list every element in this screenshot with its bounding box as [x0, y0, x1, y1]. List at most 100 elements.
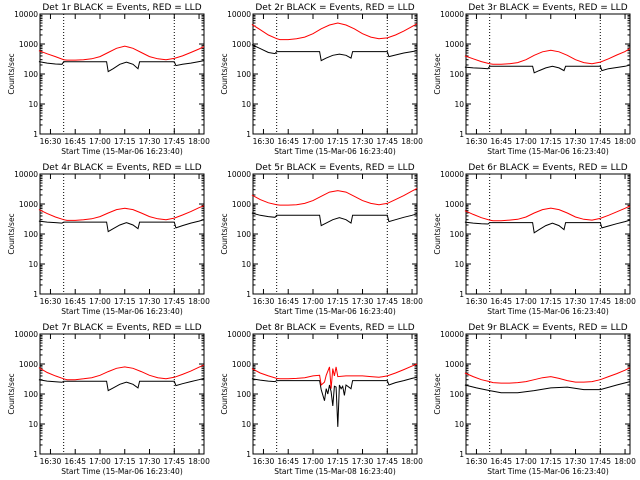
y-tick-label: 1 — [33, 450, 38, 459]
x-tick-label: 17:15 — [540, 137, 562, 146]
y-tick-label: 10 — [241, 260, 251, 269]
series-events-line — [251, 212, 418, 227]
x-tick-label: 18:00 — [401, 457, 423, 466]
y-tick-label: 100 — [24, 230, 39, 239]
x-tick-label: 17:45 — [163, 137, 185, 146]
y-tick-label: 1 — [459, 130, 464, 139]
y-tick-label: 10 — [241, 100, 251, 109]
x-tick-label: 18:00 — [401, 137, 423, 146]
y-axis-label: Counts/sec — [220, 373, 229, 414]
y-tick-label: 10000 — [14, 170, 38, 179]
detector-panel: Det 3r BLACK = Events, RED = LLD 1 10 100 10… — [433, 3, 636, 156]
y-tick-label: 1 — [246, 450, 251, 459]
x-axis-label: Start Time (15-Mar-06 16:23:40) — [61, 147, 183, 156]
x-tick-label: 17:30 — [565, 297, 587, 306]
plot-frame — [465, 13, 631, 135]
y-tick-label: 1000 — [232, 200, 251, 209]
y-tick-label: 100 — [237, 230, 252, 239]
panel-title: Det 2r BLACK = Events, RED = LLD — [255, 3, 414, 13]
x-tick-label: 16:45 — [490, 137, 512, 146]
y-tick-label: 1000 — [19, 360, 38, 369]
panel-title: Det 6r BLACK = Events, RED = LLD — [468, 163, 627, 173]
x-tick-label: 17:00 — [515, 137, 537, 146]
x-axis-label: Start Time (15-Mar-06 16:23:40) — [61, 307, 183, 316]
x-tick-label: 17:00 — [302, 297, 324, 306]
x-tick-label: 17:15 — [114, 457, 136, 466]
y-tick-label: 10000 — [14, 10, 38, 19]
y-tick-label: 1000 — [19, 200, 38, 209]
panel-title: Det 3r BLACK = Events, RED = LLD — [468, 3, 627, 13]
y-axis-label: Counts/sec — [433, 373, 442, 414]
y-tick-label: 1 — [33, 130, 38, 139]
x-tick-label: 17:15 — [540, 457, 562, 466]
x-tick-label: 17:30 — [565, 137, 587, 146]
x-tick-label: 17:30 — [352, 137, 374, 146]
series-events-line — [38, 377, 205, 392]
x-tick-label: 17:45 — [376, 297, 398, 306]
y-tick-label: 10000 — [227, 330, 251, 339]
series-events-line — [464, 219, 631, 234]
y-tick-label: 1000 — [232, 360, 251, 369]
detector-panel: Det 4r BLACK = Events, RED = LLD 1 10 100 10… — [7, 163, 210, 316]
plot-frame — [252, 333, 418, 455]
y-tick-label: 10000 — [440, 10, 464, 19]
x-tick-label: 16:30 — [253, 457, 275, 466]
y-tick-label: 10000 — [14, 330, 38, 339]
plot-frame — [465, 333, 631, 455]
x-axis-label: Start Time (15-Mar-06 16:23:40) — [61, 467, 183, 476]
detector-panel: Det 8r BLACK = Events, RED = LLD 1 10 100 10… — [220, 323, 423, 476]
series-lld-line — [251, 22, 418, 41]
y-tick-label: 100 — [450, 230, 465, 239]
x-tick-label: 18:00 — [614, 137, 636, 146]
x-tick-label: 17:45 — [163, 297, 185, 306]
panel-title: Det 4r BLACK = Events, RED = LLD — [42, 163, 201, 173]
y-tick-label: 10 — [454, 100, 464, 109]
x-axis-label: Start Time (15-Mar-06 16:23:40) — [274, 307, 396, 316]
y-tick-label: 10000 — [227, 170, 251, 179]
y-tick-label: 1000 — [232, 40, 251, 49]
x-tick-label: 16:45 — [490, 457, 512, 466]
x-tick-label: 16:30 — [466, 297, 488, 306]
series-lld-line — [464, 48, 631, 65]
x-tick-label: 17:00 — [302, 457, 324, 466]
x-tick-label: 16:30 — [40, 297, 62, 306]
x-tick-label: 16:30 — [253, 137, 275, 146]
x-tick-label: 17:45 — [589, 137, 611, 146]
detector-panel: Det 6r BLACK = Events, RED = LLD 1 10 100 10… — [433, 163, 636, 316]
x-tick-label: 16:45 — [64, 137, 86, 146]
x-tick-label: 17:45 — [376, 457, 398, 466]
x-axis-label: Start Time (15-Mar-06 16:23:40) — [274, 147, 396, 156]
y-tick-label: 10000 — [440, 170, 464, 179]
y-tick-label: 1 — [246, 290, 251, 299]
x-tick-label: 17:30 — [139, 137, 161, 146]
x-tick-label: 18:00 — [188, 297, 210, 306]
y-tick-label: 100 — [450, 70, 465, 79]
series-lld-line — [251, 187, 418, 206]
y-tick-label: 1000 — [19, 40, 38, 49]
x-tick-label: 17:30 — [139, 297, 161, 306]
x-tick-label: 17:45 — [589, 457, 611, 466]
series-events-line — [38, 60, 205, 73]
x-tick-label: 17:00 — [89, 457, 111, 466]
y-axis-label: Counts/sec — [7, 53, 16, 94]
y-tick-label: 10 — [454, 260, 464, 269]
detector-panel: Det 5r BLACK = Events, RED = LLD 1 10 100 10… — [220, 163, 423, 316]
series-events-line — [38, 219, 205, 233]
series-events-line — [251, 376, 418, 427]
x-tick-label: 16:45 — [64, 457, 86, 466]
plot-frame — [39, 173, 205, 295]
y-tick-label: 1 — [246, 130, 251, 139]
x-tick-label: 17:15 — [327, 297, 349, 306]
series-events-line — [251, 44, 418, 62]
y-tick-label: 10 — [454, 420, 464, 429]
series-lld-line — [464, 205, 631, 222]
x-tick-label: 17:15 — [327, 457, 349, 466]
y-tick-label: 10 — [28, 420, 38, 429]
x-tick-label: 18:00 — [188, 457, 210, 466]
x-tick-label: 16:45 — [64, 297, 86, 306]
y-tick-label: 100 — [237, 70, 252, 79]
series-lld-line — [38, 45, 205, 61]
x-axis-label: Start Time (15-Mar-06 16:23:40) — [487, 147, 609, 156]
